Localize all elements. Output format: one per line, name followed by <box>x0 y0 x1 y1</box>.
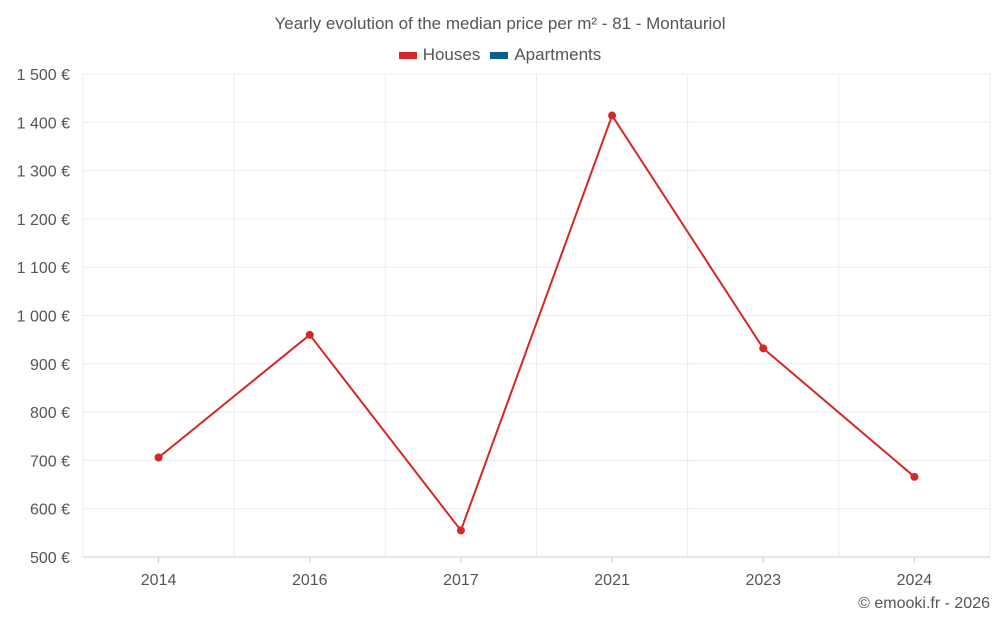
y-tick-label: 900 € <box>30 357 70 374</box>
data-point-houses[interactable] <box>608 111 617 120</box>
data-point-houses[interactable] <box>759 344 768 353</box>
x-tick-label: 2021 <box>594 572 630 589</box>
x-tick-label: 2017 <box>443 572 479 589</box>
x-tick-label: 2014 <box>141 572 177 589</box>
y-tick-label: 1 000 € <box>17 309 70 326</box>
y-tick-label: 600 € <box>30 502 70 519</box>
legend-swatch-houses <box>398 51 417 59</box>
y-tick-label: 1 400 € <box>17 115 70 132</box>
y-tick-label: 1 300 € <box>17 164 70 181</box>
axes: 500 € 600 € 700 € 800 € 900 € 1 000 € 1 100 € 1… <box>17 67 933 589</box>
y-tick-label: 500 € <box>30 550 70 567</box>
legend-label-apartments: Apartments <box>514 45 602 64</box>
x-tick-label: 2024 <box>897 572 933 589</box>
x-tick-label: 2016 <box>292 572 328 589</box>
x-tick-label: 2023 <box>745 572 781 589</box>
y-tick-label: 1 200 € <box>17 212 70 229</box>
series-line-houses <box>157 114 916 532</box>
data-point-houses[interactable] <box>154 453 163 462</box>
data-point-houses[interactable] <box>456 526 465 535</box>
y-tick-label: 1 500 € <box>17 67 70 84</box>
legend-item-houses[interactable]: Houses <box>398 45 481 65</box>
chart-title: Yearly evolution of the median price per… <box>274 14 726 33</box>
y-tick-label: 1 100 € <box>17 260 70 277</box>
y-tick-label: 700 € <box>30 453 70 470</box>
legend-swatch-apartments <box>490 51 509 59</box>
data-point-houses[interactable] <box>910 472 919 481</box>
legend: Houses Apartments <box>0 45 1000 65</box>
y-tick-label: 800 € <box>30 405 70 422</box>
credit-text: © emooki.fr - 2026 <box>858 595 990 612</box>
legend-label-houses: Houses <box>422 45 481 64</box>
legend-item-apartments[interactable]: Apartments <box>490 45 601 65</box>
grid <box>82 73 991 558</box>
series <box>154 111 919 535</box>
data-point-houses[interactable] <box>305 330 314 339</box>
